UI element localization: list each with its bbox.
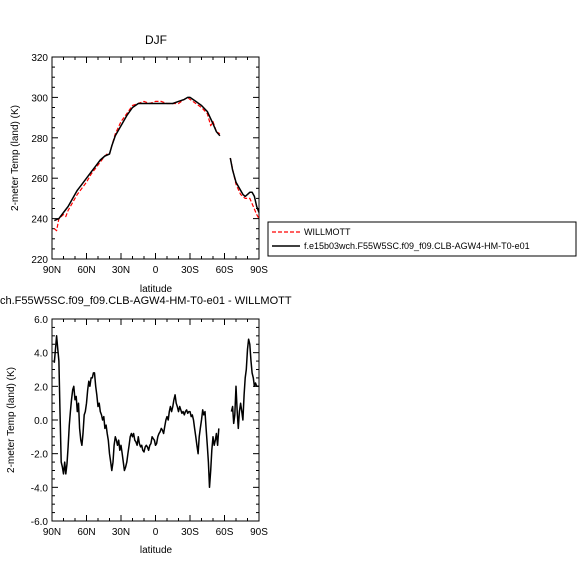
bottom-chart-y-tick-label: -2.0: [31, 450, 49, 461]
bottom-chart-y-tick-label: -6.0: [31, 517, 49, 528]
bottom-chart-x-tick-label: 30N: [112, 527, 130, 538]
bottom-chart-series-line-0: [230, 338, 259, 430]
top-chart-series-line-1: [229, 157, 260, 213]
top-chart-x-tick-label: 90N: [43, 265, 61, 276]
bottom-chart-plot-frame: [51, 318, 260, 522]
top-chart-y-tick-label: 240: [31, 215, 48, 226]
top-chart-x-tick-label: 30N: [112, 265, 130, 276]
top-chart-y-tick-label: 280: [31, 134, 48, 145]
top-chart-xlabel: latitude: [140, 284, 173, 295]
top-chart-ylabel: 2-meter Temp (land) (K): [10, 105, 21, 211]
bottom-chart-xlabel: latitude: [140, 545, 173, 556]
legend: WILLMOTT f.e15b03wch.F55W5SC.f09_f09.CLB…: [267, 221, 577, 257]
bottom-chart-x-tick-label: 90N: [43, 527, 61, 538]
bottom-chart-y-tick-label: 0.0: [34, 416, 48, 427]
bottom-chart-y-tick-label: -4.0: [31, 483, 49, 494]
top-chart-x-tick-label: 90S: [250, 265, 268, 276]
bottom-chart-y-tick-label: 2.0: [34, 382, 48, 393]
top-chart-title: DJF: [145, 33, 167, 47]
top-chart-y-tick-label: 220: [31, 255, 48, 266]
top-chart-y-tick-label: 260: [31, 174, 48, 185]
top-chart-plot: 90N 60N 30N 0 30S 60S 90S 220 240 260 280 300 320: [31, 53, 268, 276]
top-chart-x-tick-label: 60S: [216, 265, 234, 276]
top-chart-x-tick-label: 0: [153, 265, 159, 276]
top-chart-series-line-1: [54, 96, 221, 222]
top-chart-series-line-0: [53, 96, 221, 232]
bottom-chart-x-tick-label: 60N: [77, 527, 95, 538]
bottom-chart-plot: 90N 60N 30N 0 30S 60S 90S -6.0 -4.0 -2.0 0.0 2.0 4.0…: [31, 315, 268, 538]
top-chart-plot-frame: [51, 56, 260, 260]
legend-label-model: f.e15b03wch.F55W5SC.f09_f09.CLB-AGW4-HM-…: [304, 241, 530, 251]
top-chart-y-tick-label: 320: [31, 53, 48, 64]
bottom-chart-title: ch.F55W5SC.f09_f09.CLB-AGW4-HM-T0-e01 - …: [0, 295, 292, 307]
bottom-chart-y-tick-label: 6.0: [34, 315, 48, 326]
top-chart-series-line-0: [229, 157, 260, 219]
bottom-chart-x-tick-label: 0: [153, 527, 159, 538]
bottom-chart-x-tick-label: 30S: [181, 527, 199, 538]
top-chart-x-tick-label: 60N: [77, 265, 95, 276]
top-chart-y-tick-label: 300: [31, 93, 48, 104]
bottom-chart-series-line-0: [53, 335, 220, 489]
bottom-chart-y-tick-label: 4.0: [34, 349, 48, 360]
bottom-chart-ylabel: 2-meter Temp (land) (K): [6, 367, 17, 473]
top-chart-x-tick-label: 30S: [181, 265, 199, 276]
bottom-chart-x-tick-label: 90S: [250, 527, 268, 538]
legend-label-willmott: WILLMOTT: [304, 227, 351, 237]
legend-box: [267, 221, 577, 257]
bottom-chart-x-tick-label: 60S: [216, 527, 234, 538]
